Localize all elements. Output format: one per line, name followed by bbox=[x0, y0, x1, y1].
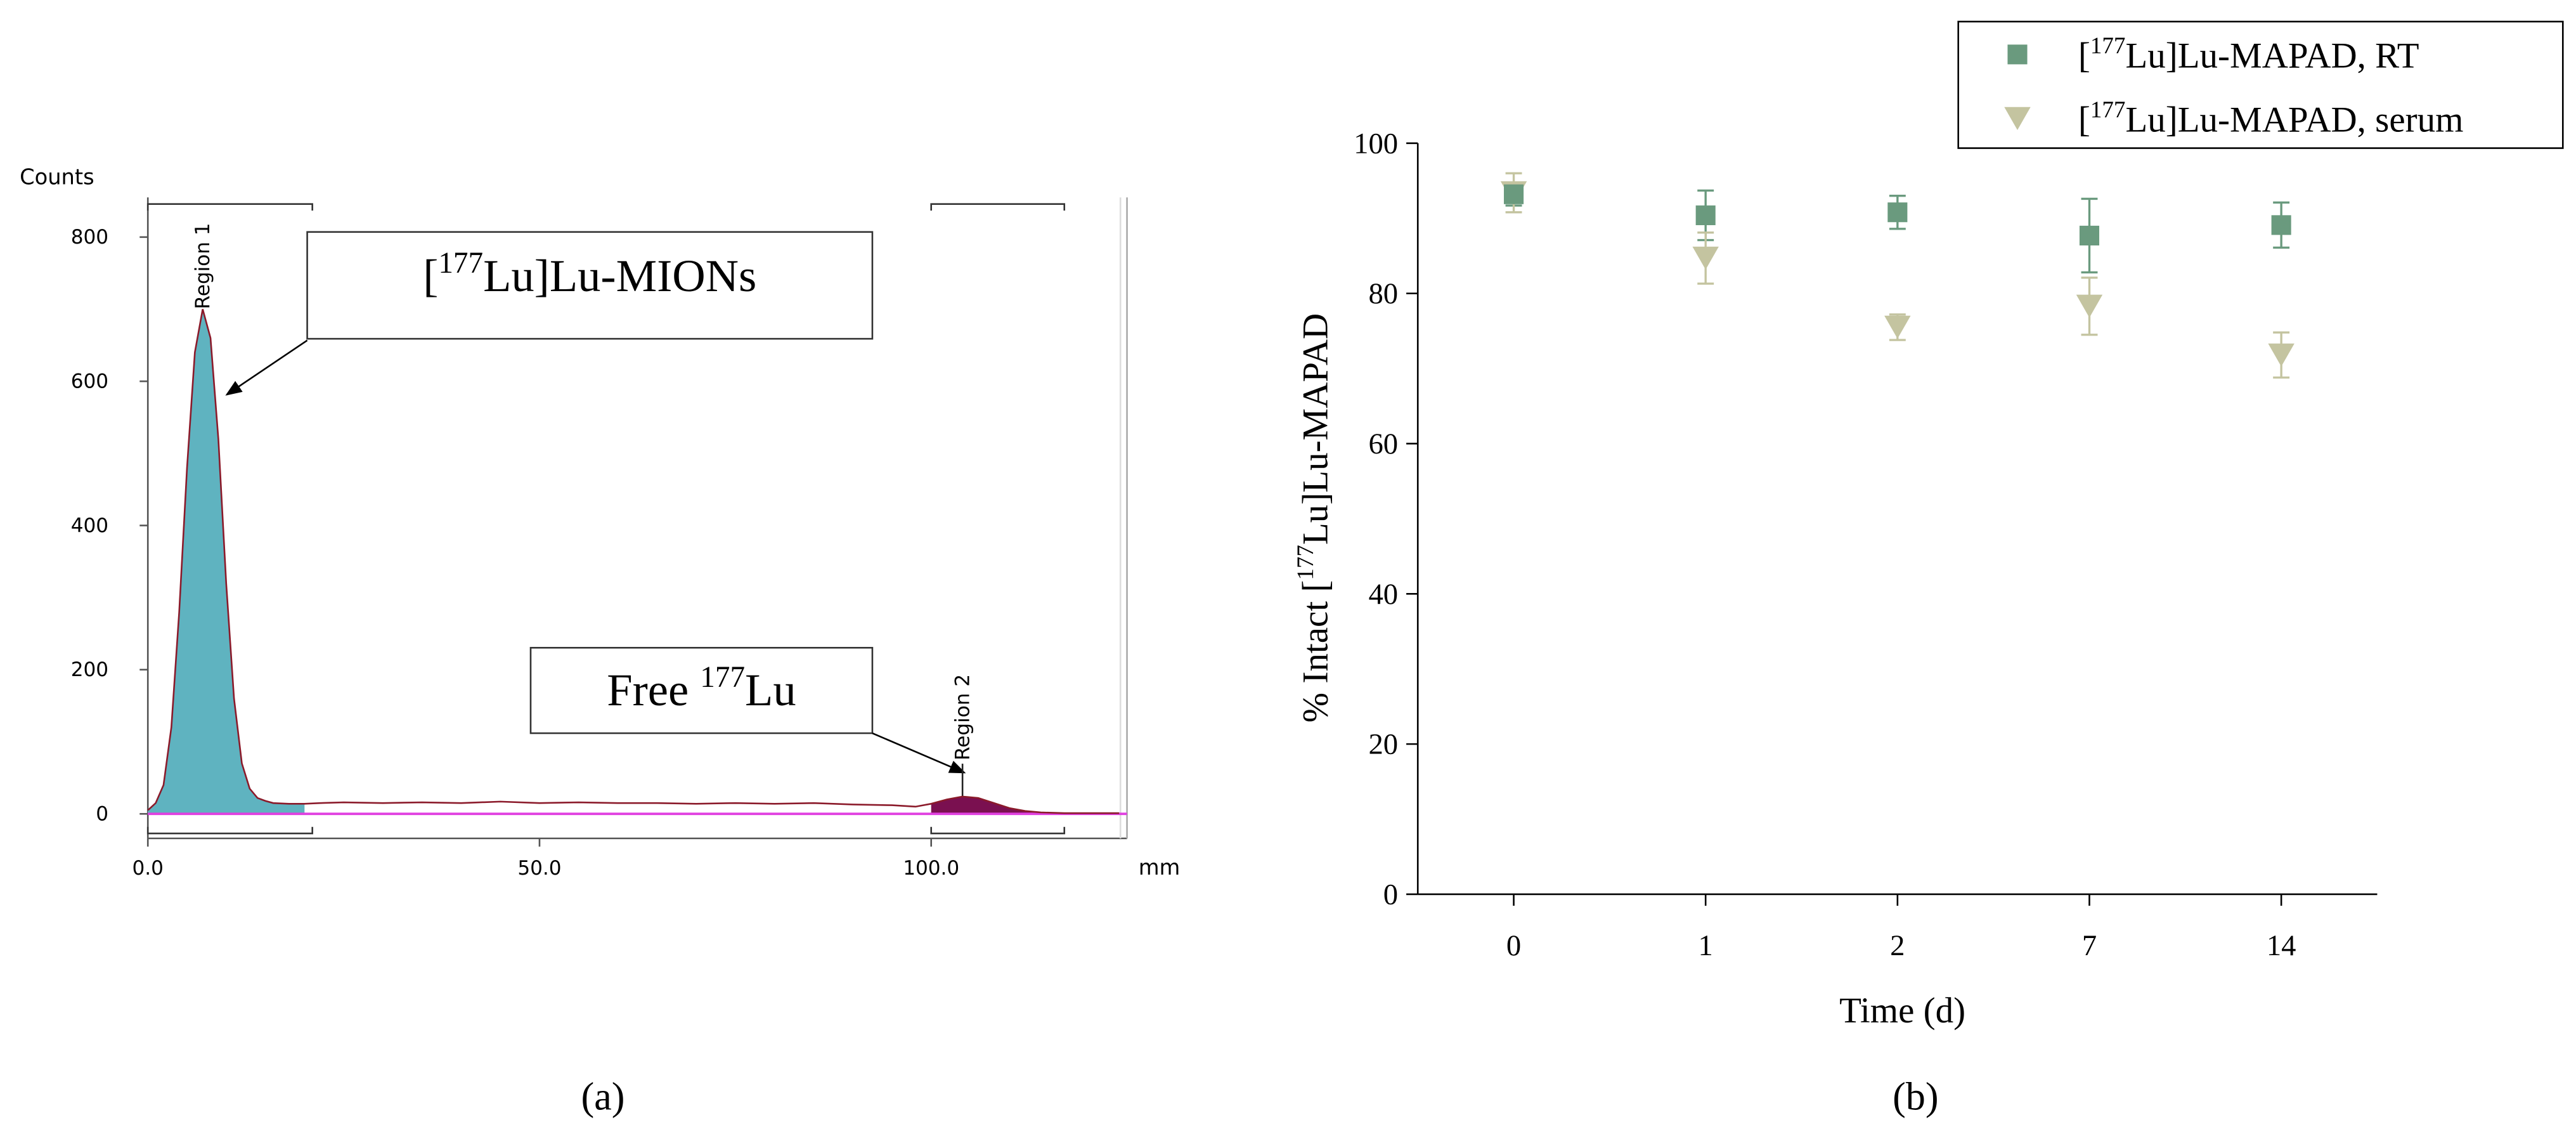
region-bracket bbox=[930, 826, 1066, 835]
text-part: Lu]Lu-MAPAD, RT bbox=[2125, 36, 2419, 76]
x-tick-label: 0.0 bbox=[132, 857, 163, 880]
text-part: Lu]Lu-MAPAD bbox=[1296, 313, 1336, 545]
y-axis-label: Counts bbox=[20, 165, 94, 190]
legend-box bbox=[1957, 20, 2564, 149]
y-tick-label: 20 bbox=[1368, 728, 1398, 761]
region-label: Region 1 bbox=[191, 223, 214, 309]
x-tick-label: 1 bbox=[1699, 929, 1713, 962]
y-tick-label: 0 bbox=[96, 803, 108, 826]
y-tick-label: 100 bbox=[1354, 127, 1398, 160]
arrow bbox=[872, 732, 966, 774]
marker bbox=[1884, 315, 1911, 339]
region-fill bbox=[148, 309, 305, 814]
region-fill bbox=[931, 796, 1065, 814]
region-bracket bbox=[930, 203, 1066, 211]
marker bbox=[1692, 246, 1719, 270]
x-tick-label: 2 bbox=[1890, 929, 1905, 962]
y-tick-label: 80 bbox=[1368, 277, 1398, 310]
text-part: [ bbox=[423, 250, 438, 301]
label: Free 177Lu bbox=[607, 661, 796, 715]
legend-label: [177Lu]Lu-MAPAD, serum bbox=[2078, 97, 2464, 140]
y-tick-label: 400 bbox=[71, 514, 108, 537]
marker bbox=[2076, 294, 2103, 318]
marker bbox=[2079, 225, 2100, 245]
y-tick-label: 600 bbox=[71, 370, 108, 393]
superscript: 177 bbox=[2090, 97, 2126, 123]
y-tick-label: 0 bbox=[1383, 878, 1398, 911]
x-tick-label: 0 bbox=[1506, 929, 1521, 962]
marker bbox=[1695, 205, 1716, 226]
trace-line bbox=[147, 309, 1120, 814]
text-part: Lu bbox=[745, 664, 796, 715]
panel-label: (a) bbox=[581, 1075, 625, 1118]
superscript: 177 bbox=[1293, 545, 1319, 580]
y-tick-label: 60 bbox=[1368, 427, 1398, 460]
x-tick-label: 7 bbox=[2082, 929, 2097, 962]
x-tick-label: 100.0 bbox=[903, 857, 959, 880]
legend-marker bbox=[2007, 44, 2028, 65]
text-part: [ bbox=[2078, 100, 2090, 140]
arrow bbox=[225, 339, 308, 396]
label: [177Lu]Lu-MIONs bbox=[423, 247, 756, 301]
marker bbox=[1887, 202, 1908, 223]
marker bbox=[1503, 184, 1524, 204]
text-part: Lu]Lu-MAPAD, serum bbox=[2125, 100, 2463, 140]
superscript: 177 bbox=[700, 661, 745, 694]
y-tick-label: 40 bbox=[1368, 578, 1398, 611]
marker bbox=[2268, 343, 2294, 367]
marker bbox=[2271, 215, 2291, 235]
text-part: Free bbox=[607, 664, 700, 715]
x-tick-label: 50.0 bbox=[517, 857, 561, 880]
label: % Intact [177Lu]Lu-MAPAD bbox=[1293, 313, 1336, 723]
region-bracket bbox=[146, 203, 313, 211]
text-part: % Intact [ bbox=[1296, 580, 1336, 723]
y-tick-label: 800 bbox=[71, 226, 108, 249]
annotation-box bbox=[529, 646, 874, 734]
text-part: Lu]Lu-MIONs bbox=[483, 250, 756, 301]
x-axis-label: mm bbox=[1139, 855, 1181, 880]
legend-label: [177Lu]Lu-MAPAD, RT bbox=[2078, 33, 2419, 76]
legend-marker bbox=[2004, 107, 2031, 131]
x-tick-label: 14 bbox=[2267, 929, 2296, 962]
region-bracket bbox=[146, 826, 313, 835]
region-label: Region 2 bbox=[951, 674, 974, 760]
text-part: [ bbox=[2078, 36, 2090, 76]
panel-label: (b) bbox=[1893, 1075, 1939, 1118]
annotation-box bbox=[306, 231, 874, 340]
y-tick-label: 200 bbox=[71, 658, 108, 681]
x-axis-label: Time (d) bbox=[1839, 991, 1965, 1031]
superscript: 177 bbox=[438, 247, 483, 280]
superscript: 177 bbox=[2090, 33, 2126, 59]
